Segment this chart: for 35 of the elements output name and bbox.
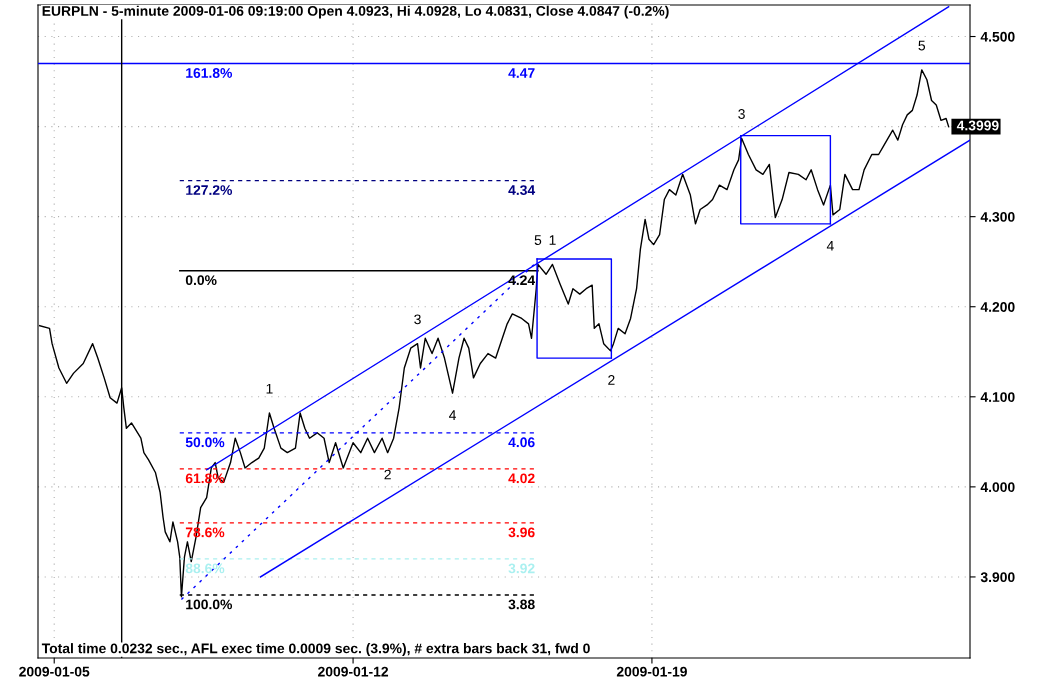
y-tick-label: 4.500 — [980, 31, 1015, 42]
y-tick-label: 4.100 — [980, 392, 1015, 402]
chart-title: EURPLN - 5-minute 2009-01-06 09:19:00 Open 4.0923, Hi 4.0928, Lo 4.0831, Close 4.0847 (-0.2%) — [42, 5, 669, 19]
series-label: 88.6% — [185, 563, 225, 574]
annotation: 4 — [826, 241, 834, 251]
x-tick-label: 2009-01-19 — [616, 666, 687, 677]
annotation: 1 — [549, 235, 556, 245]
annotation: 2 — [384, 469, 391, 480]
series-label: 0.0% — [185, 275, 217, 286]
data-label: 4.06 — [508, 437, 535, 448]
data-label: 4.47 — [508, 68, 535, 78]
series-label: 100.0% — [186, 599, 233, 610]
x-tick-label: 2009-01-05 — [19, 666, 90, 677]
annotation: 3 — [414, 314, 421, 325]
annotation: 5 — [918, 40, 926, 51]
annotation: 3 — [738, 109, 745, 119]
y-tick-label: 4.300 — [980, 212, 1015, 222]
y-tick-label: 3.900 — [980, 572, 1015, 583]
annotation: 2 — [608, 375, 615, 385]
annotation: Total time 0.0232 sec., AFL exec time 0.0009 sec. (3.9%), # extra bars back 31, fwd 0 — [41, 643, 590, 657]
series-label: 50.0% — [185, 437, 225, 448]
data-label: 4.3999 — [956, 120, 999, 131]
data-label: 4.34 — [508, 185, 536, 196]
data-label: 3.96 — [508, 527, 535, 538]
series-label: 127.2% — [186, 185, 233, 195]
annotation: 1 — [266, 383, 273, 394]
data-label: 4.02 — [508, 473, 535, 484]
series-label: 161.8% — [186, 68, 233, 78]
x-tick-label: 2009-01-12 — [318, 666, 389, 677]
data-label: 3.88 — [508, 599, 535, 610]
y-tick-label: 4.200 — [980, 302, 1015, 312]
data-label: 3.92 — [508, 563, 535, 574]
y-tick-label: 4.000 — [980, 482, 1015, 493]
annotation: 5 — [534, 235, 542, 245]
annotation: 4 — [449, 410, 456, 420]
